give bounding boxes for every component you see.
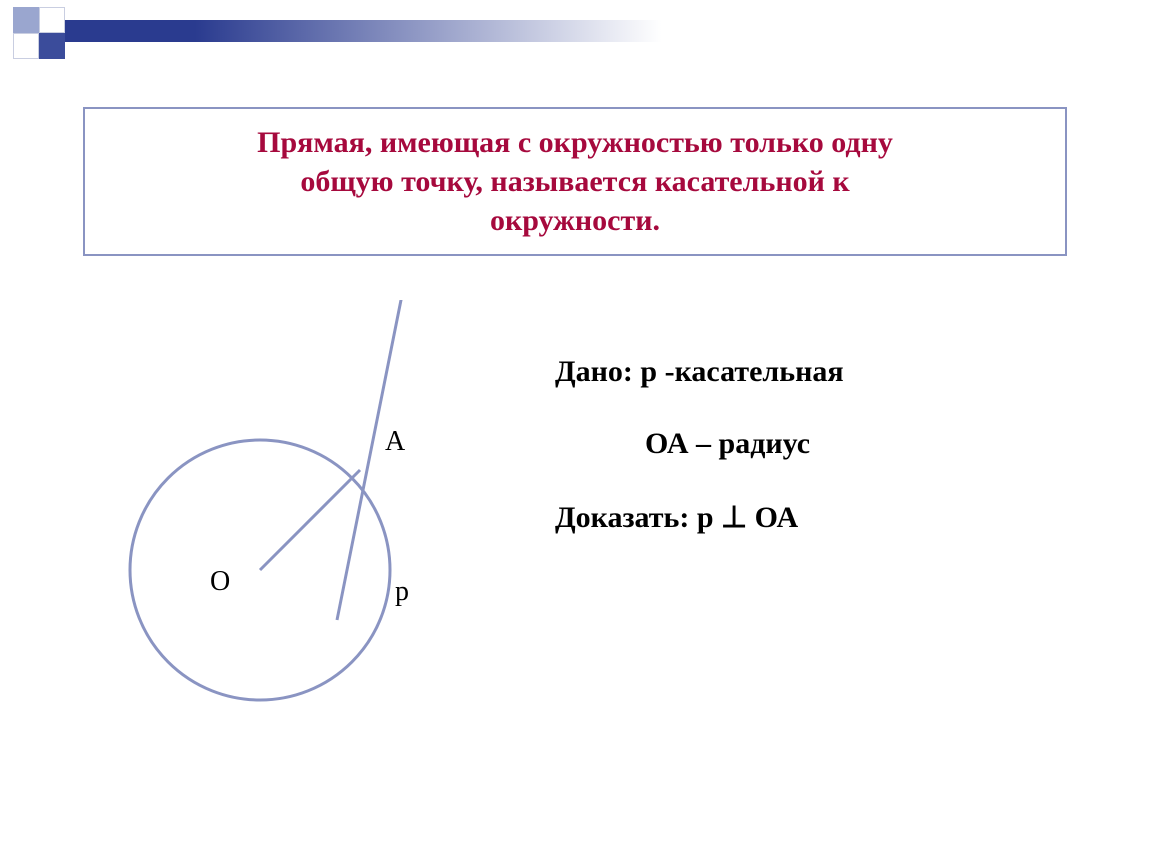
problem-statement: Дано: p -касательная ОА – радиус Доказат… [555,355,844,535]
deco-square-4 [39,33,65,59]
given-value-2: ОА – радиус [645,427,810,460]
given-value-1: p -касательная [640,355,843,388]
prove-label: Доказать: [555,501,697,534]
geometry-diagram: О А p [75,300,495,720]
deco-square-3 [13,33,39,59]
given-line-1: Дано: p -касательная [555,355,844,389]
label-A: А [385,426,406,457]
given-label: Дано: [555,355,640,388]
deco-gradient-bar [65,20,1150,42]
definition-line-3: окружности. [105,201,1045,240]
radius-line [260,470,360,570]
definition-box: Прямая, имеющая с окружностью только одн… [83,107,1067,256]
deco-square-1 [13,7,39,33]
slide-header-decoration [0,0,1150,60]
definition-line-1: Прямая, имеющая с окружностью только одн… [105,123,1045,162]
label-p: p [395,576,409,607]
deco-square-2 [39,7,65,33]
given-line-2: ОА – радиус [555,427,844,461]
tangent-line [337,300,403,620]
label-O: О [210,566,230,597]
prove-value: p ⊥ ОА [697,501,798,534]
definition-line-2: общую точку, называется касательной к [105,162,1045,201]
prove-line: Доказать: p ⊥ ОА [555,500,844,535]
